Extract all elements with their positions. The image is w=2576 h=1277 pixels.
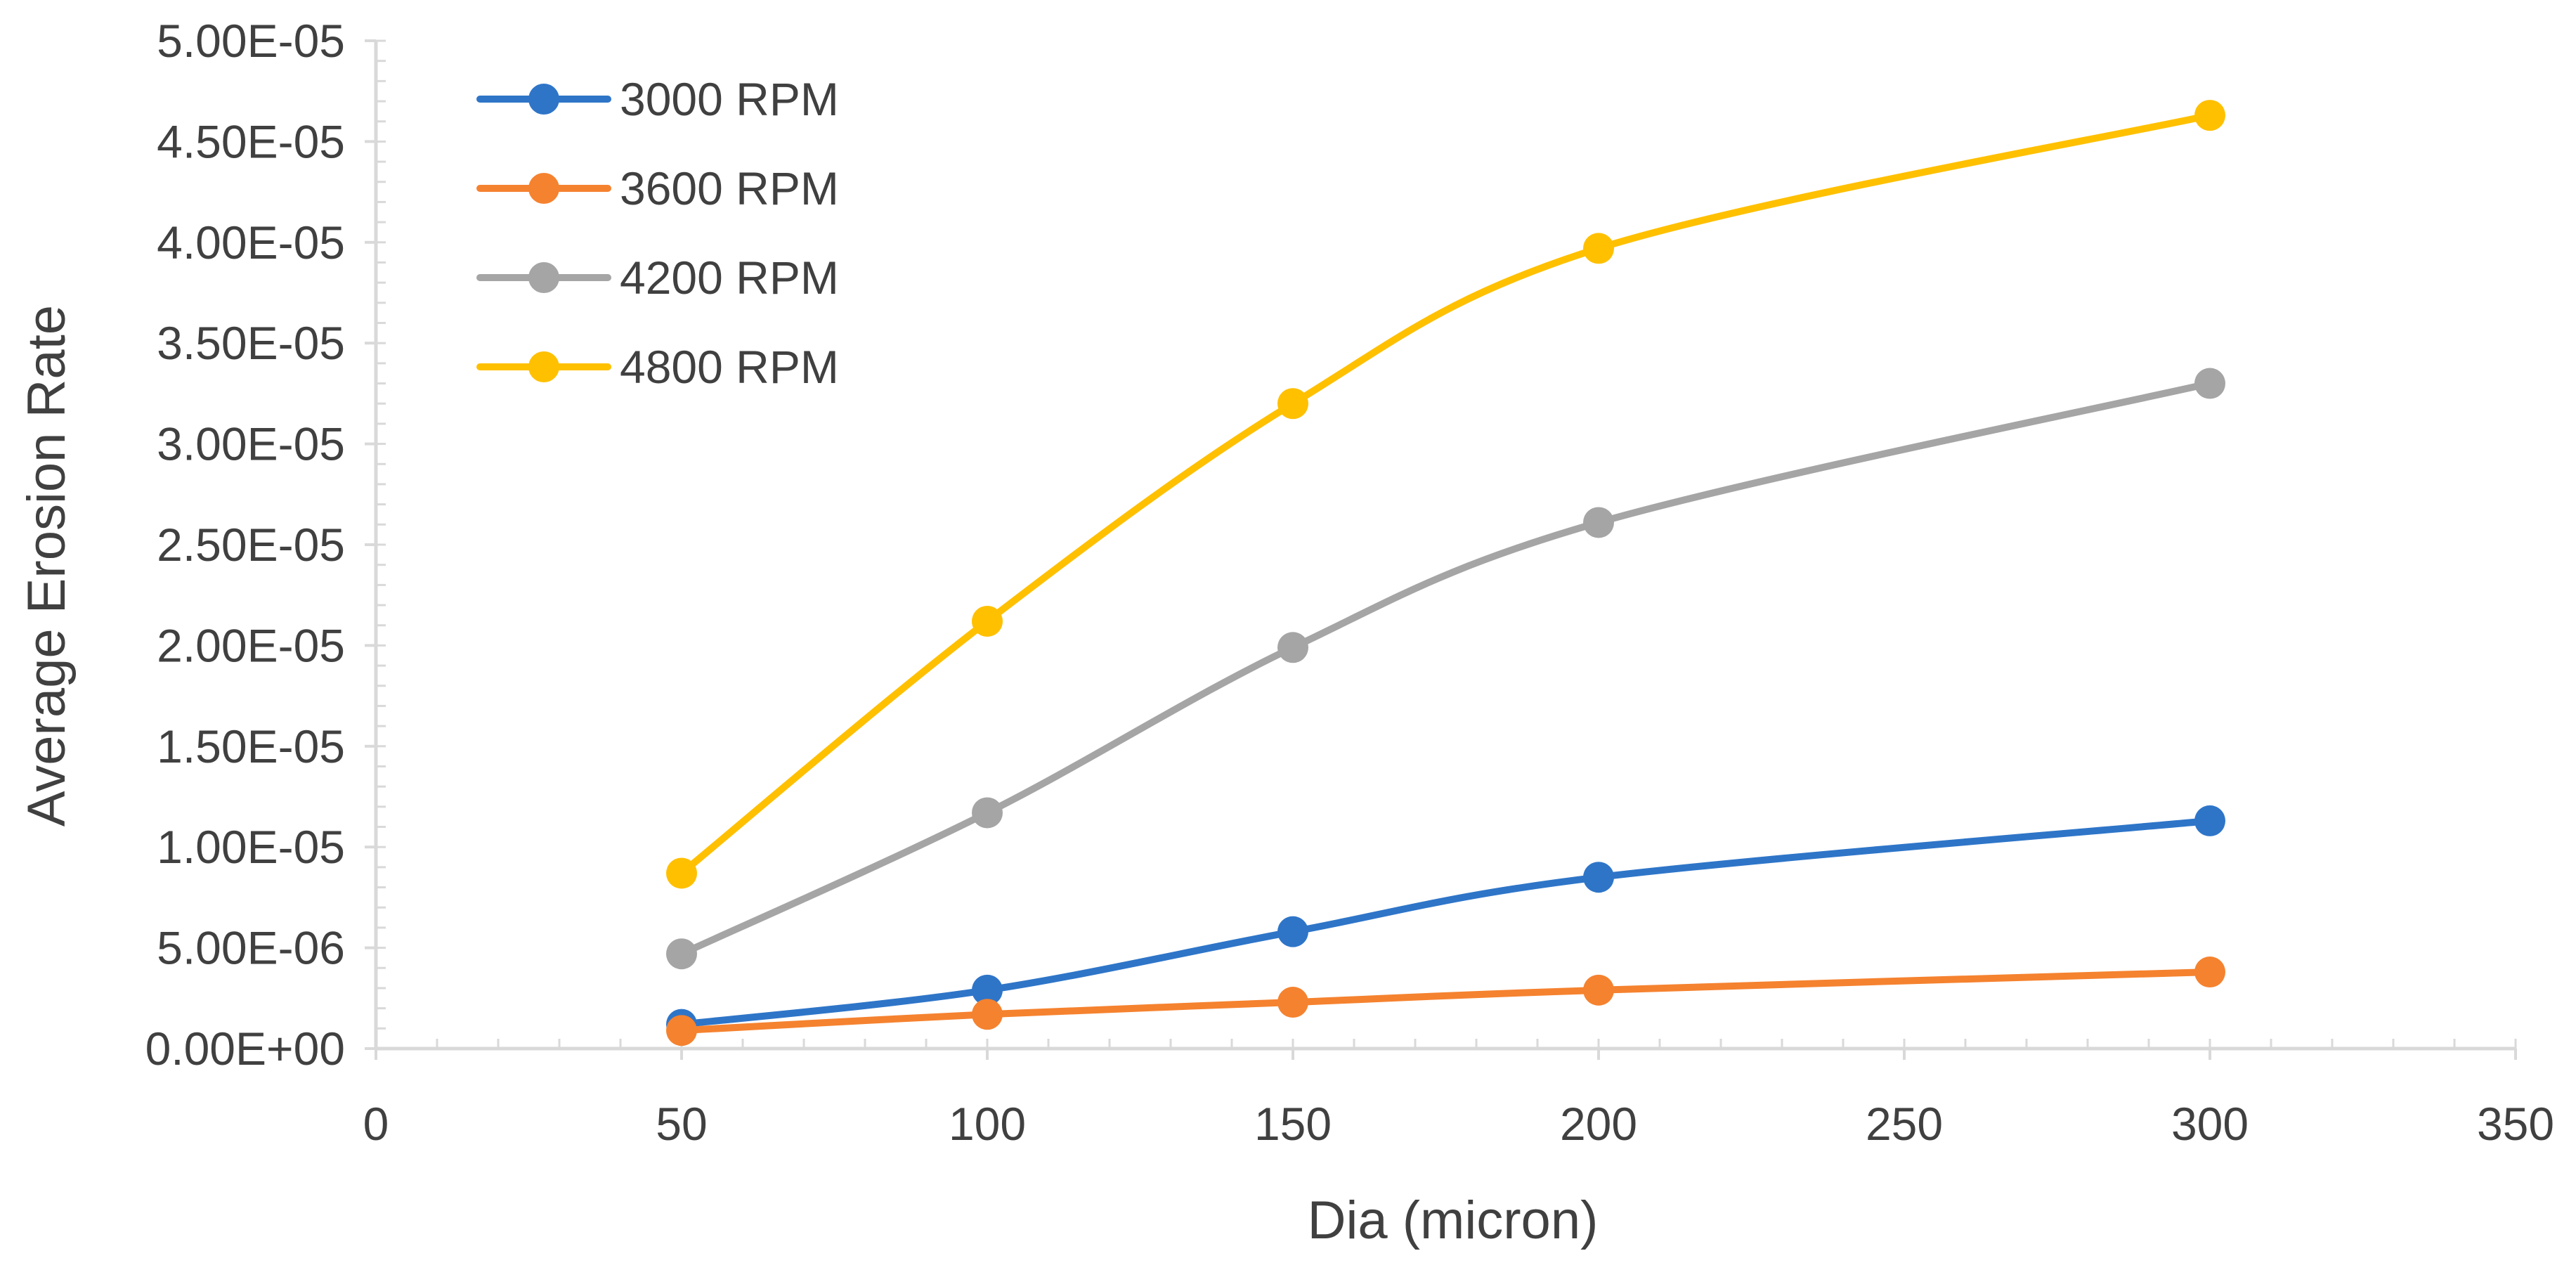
y-tick-label: 4.50E-05	[157, 115, 345, 167]
data-point-4200-rpm	[1583, 507, 1614, 538]
data-point-3600-rpm	[666, 1015, 697, 1046]
x-tick-label: 100	[949, 1098, 1026, 1150]
y-tick-label: 5.00E-06	[157, 922, 345, 974]
legend-label-3600-rpm: 3600 RPM	[620, 162, 839, 214]
data-point-4200-rpm	[972, 797, 1003, 829]
y-tick-label: 3.00E-05	[157, 418, 345, 470]
y-tick-label: 0.00E+00	[145, 1023, 345, 1075]
series-4800-rpm	[666, 100, 2225, 889]
data-point-4800-rpm	[666, 857, 697, 889]
data-point-3000-rpm	[1583, 862, 1614, 893]
legend-item-4800-rpm: 4800 RPM	[476, 341, 839, 393]
data-point-4800-rpm	[1277, 388, 1308, 420]
series-3600-rpm	[666, 957, 2225, 1046]
legend-marker-4800-rpm	[528, 351, 559, 382]
series-4200-rpm	[666, 368, 2225, 970]
x-tick-label: 150	[1254, 1098, 1332, 1150]
x-tick-label: 350	[2477, 1098, 2554, 1150]
data-point-3600-rpm	[2194, 957, 2225, 988]
data-point-4800-rpm	[972, 605, 1003, 637]
data-point-4200-rpm	[666, 938, 697, 970]
data-point-3000-rpm	[1277, 916, 1308, 947]
y-tick-label: 1.00E-05	[157, 821, 345, 873]
data-point-4800-rpm	[2194, 100, 2225, 131]
data-point-3600-rpm	[972, 999, 1003, 1030]
legend-marker-3000-rpm	[528, 84, 559, 115]
series-line-4200-rpm	[678, 380, 2213, 958]
legend-label-4800-rpm: 4800 RPM	[620, 341, 839, 393]
y-tick-label: 4.00E-05	[157, 216, 345, 268]
data-point-4200-rpm	[1277, 632, 1308, 663]
x-tick-label: 250	[1866, 1098, 1943, 1150]
legend-item-4200-rpm: 4200 RPM	[476, 252, 839, 304]
x-tick-label: 300	[2171, 1098, 2249, 1150]
data-point-3000-rpm	[2194, 805, 2225, 836]
x-tick-label: 50	[656, 1098, 707, 1150]
legend-label-3000-rpm: 3000 RPM	[620, 73, 839, 125]
y-tick-label: 3.50E-05	[157, 317, 345, 369]
data-point-3600-rpm	[1583, 974, 1614, 1006]
data-point-3000-rpm	[972, 974, 1003, 1006]
series-line-4800-rpm	[678, 112, 2213, 877]
y-tick-label: 5.00E-05	[157, 15, 345, 67]
series-group	[666, 100, 2225, 1046]
series-3000-rpm	[666, 805, 2225, 1040]
x-tick-label: 200	[1560, 1098, 1637, 1150]
legend-label-4200-rpm: 4200 RPM	[620, 252, 839, 304]
y-tick-label: 2.50E-05	[157, 519, 345, 571]
data-point-3600-rpm	[1277, 987, 1308, 1018]
y-tick-label: 1.50E-05	[157, 720, 345, 772]
legend-item-3600-rpm: 3600 RPM	[476, 162, 839, 214]
legend: 3000 RPM 3600 RPM 4200 RPM 4800 RPM	[476, 73, 839, 393]
x-axis-title: Dia (micron)	[1308, 1191, 1599, 1250]
data-point-4800-rpm	[1583, 233, 1614, 264]
axes: 0.00E+00 5.00E-06 1.00E-05 1.50E-05 2.00E-05…	[145, 15, 2555, 1150]
legend-marker-4200-rpm	[528, 262, 559, 293]
y-axis-title: Average Erosion Rate	[17, 305, 77, 827]
series-line-3600-rpm	[678, 968, 2213, 1035]
legend-marker-3600-rpm	[528, 173, 559, 204]
x-tick-label: 0	[363, 1098, 389, 1150]
series-line-3000-rpm	[678, 817, 2213, 1028]
y-tick-label: 2.00E-05	[157, 619, 345, 671]
legend-item-3000-rpm: 3000 RPM	[476, 73, 839, 125]
data-point-4200-rpm	[2194, 368, 2225, 399]
